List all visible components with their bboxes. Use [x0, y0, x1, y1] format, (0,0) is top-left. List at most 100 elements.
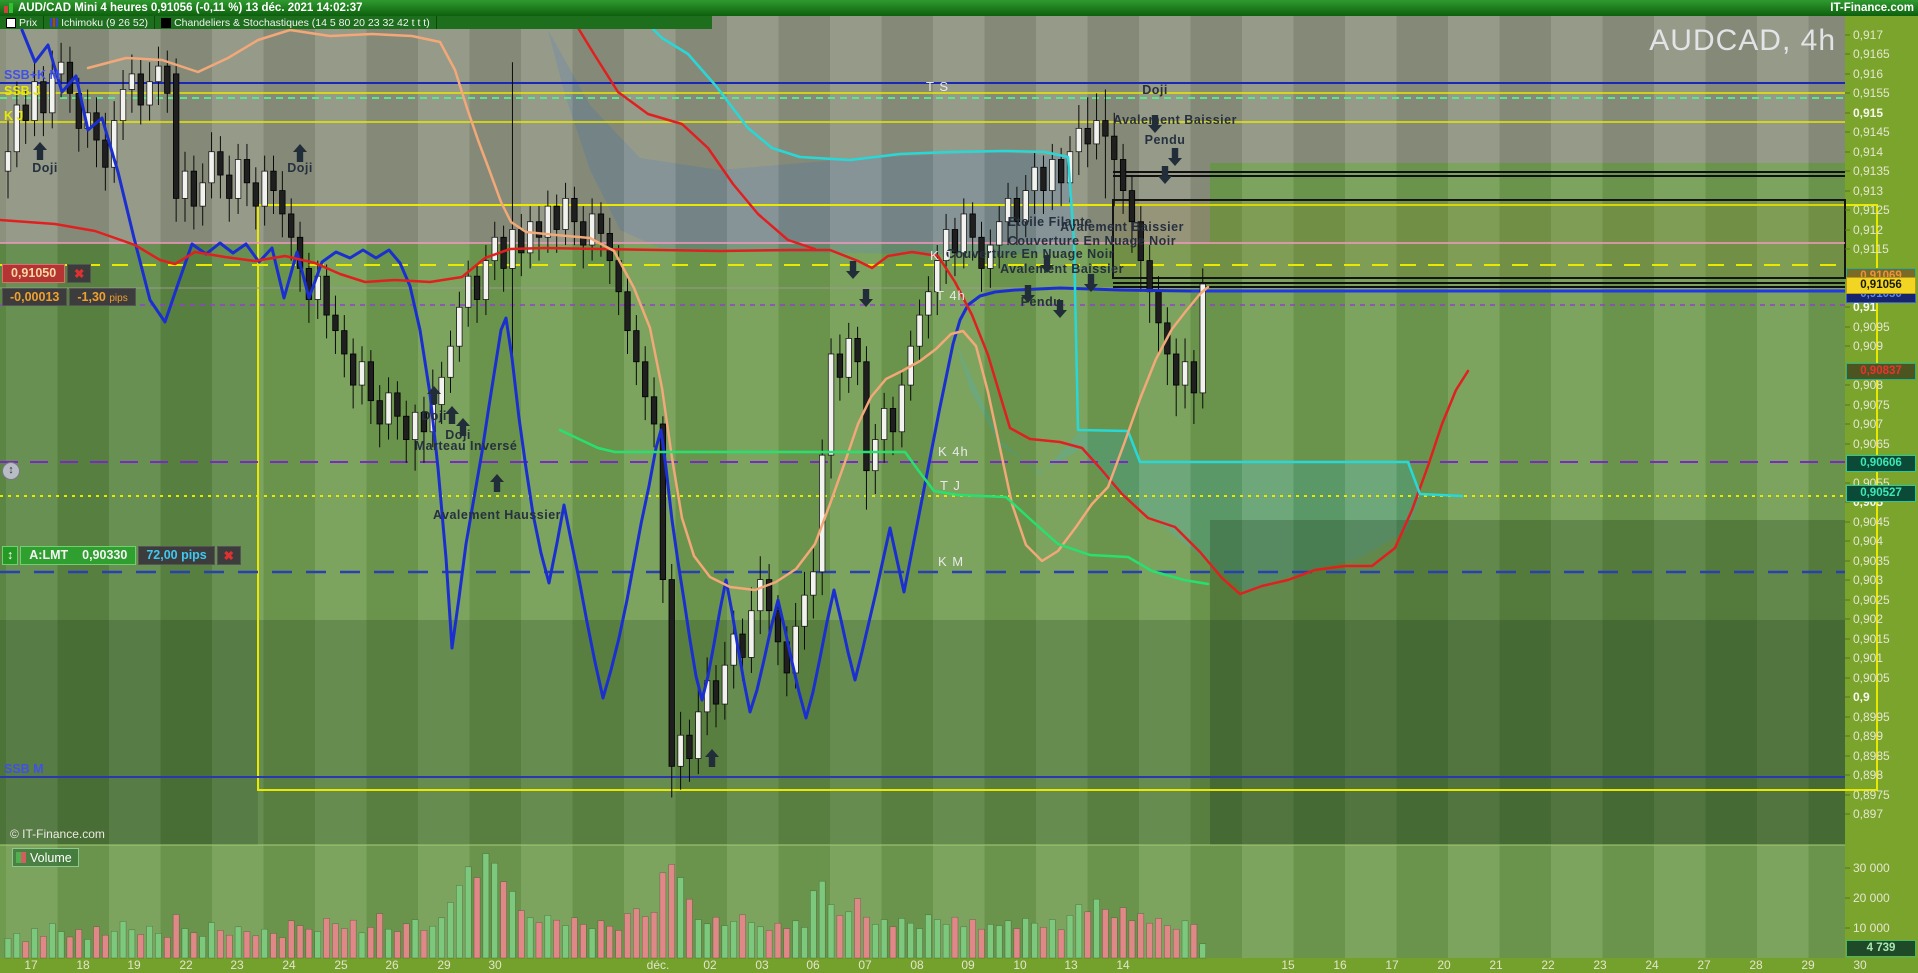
- svg-text:0,9115: 0,9115: [1853, 242, 1889, 256]
- svg-text:09: 09: [961, 958, 975, 972]
- price-change-row: -0,00013 -1,30 pips: [2, 288, 136, 306]
- legend-chandeliers-label: Chandeliers & Stochastiques (14 5 80 20 …: [174, 16, 430, 29]
- svg-text:K M: K M: [938, 554, 964, 569]
- axis-tag-4_739: 4 739: [1846, 940, 1916, 957]
- svg-text:Doji: Doji: [32, 161, 58, 175]
- svg-text:29: 29: [1801, 958, 1815, 972]
- axis-tag-0_91056: 0,91056: [1846, 277, 1916, 294]
- svg-text:22: 22: [1541, 958, 1555, 972]
- svg-text:SSB+K M: SSB+K M: [4, 68, 60, 82]
- order-tag[interactable]: ↕ A:LMT 0,90330 72,00 pips ✖: [2, 546, 241, 565]
- order-drag-icon[interactable]: ↕: [2, 546, 19, 565]
- svg-text:0,909: 0,909: [1853, 339, 1883, 353]
- alert-price-value[interactable]: 0,91050: [2, 264, 66, 283]
- order-pips: 72,00 pips: [138, 546, 215, 565]
- change-pips: -1,30 pips: [69, 288, 136, 306]
- legend-item-chandeliers[interactable]: Chandeliers & Stochastiques (14 5 80 20 …: [155, 16, 437, 29]
- svg-text:24: 24: [1645, 958, 1659, 972]
- svg-text:SSB J: SSB J: [4, 84, 40, 98]
- volume-bars: [4, 853, 1206, 959]
- svg-text:0,9145: 0,9145: [1853, 125, 1890, 139]
- svg-text:15: 15: [1281, 958, 1295, 972]
- svg-text:Marteau Inversé: Marteau Inversé: [415, 439, 518, 453]
- line-tenkan-orange: [86, 28, 1210, 592]
- svg-text:14: 14: [1116, 958, 1130, 972]
- svg-text:K 4h: K 4h: [938, 444, 969, 459]
- order-label: A:LMT: [29, 548, 69, 562]
- price-swatch-icon: [6, 17, 16, 28]
- svg-text:10 000: 10 000: [1853, 921, 1890, 935]
- svg-text:21: 21: [1489, 958, 1503, 972]
- svg-text:Couverture En Nuage Noir: Couverture En Nuage Noir: [946, 247, 1114, 261]
- svg-text:0,914: 0,914: [1853, 145, 1883, 159]
- candlestick-icon: [4, 3, 13, 13]
- svg-text:0,8975: 0,8975: [1853, 788, 1890, 802]
- svg-text:0,9075: 0,9075: [1853, 398, 1890, 412]
- drawing-box-1: [1112, 199, 1846, 279]
- axis-tag-0_90837: 0,90837: [1846, 363, 1916, 380]
- legend-item-prix[interactable]: Prix: [0, 16, 45, 29]
- change-value: -0,00013: [2, 288, 68, 306]
- svg-text:26: 26: [385, 958, 399, 972]
- svg-text:0,9165: 0,9165: [1853, 47, 1890, 61]
- alert-close-button[interactable]: ✖: [67, 264, 92, 283]
- svg-text:27: 27: [1697, 958, 1711, 972]
- svg-text:0,901: 0,901: [1853, 651, 1883, 665]
- svg-text:0,912: 0,912: [1853, 223, 1883, 237]
- svg-text:29: 29: [437, 958, 451, 972]
- cloud-0: [0, 16, 1845, 243]
- title-bar: AUD/CAD Mini 4 heures 0,91056 (-0,11 %) …: [0, 0, 1918, 16]
- svg-text:T S: T S: [926, 79, 949, 94]
- line-ssa-descente: [570, 16, 817, 251]
- svg-text:0,917: 0,917: [1853, 28, 1883, 42]
- price-alert-tag[interactable]: 0,91050 ✖: [2, 264, 92, 283]
- svg-text:SSB M: SSB M: [4, 762, 44, 776]
- svg-text:Avalement Baissier: Avalement Baissier: [1060, 220, 1184, 234]
- svg-text:0,915: 0,915: [1853, 106, 1883, 120]
- svg-text:20 000: 20 000: [1853, 891, 1890, 905]
- pattern-annotations: Doji Doji Doji Doji Marteau Inversé Avalement…: [32, 83, 1237, 767]
- window-title: AUD/CAD Mini 4 heures 0,91056 (-0,11 %) …: [18, 2, 363, 14]
- svg-text:Avalement Haussier: Avalement Haussier: [433, 508, 561, 522]
- legend-ichimoku-label: Ichimoku (9 26 52): [61, 16, 149, 29]
- svg-text:0,902: 0,902: [1853, 612, 1883, 626]
- order-close-button[interactable]: ✖: [216, 546, 241, 565]
- svg-text:22: 22: [179, 958, 193, 972]
- cloud-2: [955, 340, 1422, 592]
- line-ssa-cyan: [638, 14, 1464, 498]
- svg-text:0,907: 0,907: [1853, 417, 1883, 431]
- svg-text:16: 16: [1333, 958, 1347, 972]
- legend-bar: Prix Ichimoku (9 26 52) Chandeliers & St…: [0, 16, 712, 29]
- level-drag-handle-icon[interactable]: ↕: [2, 462, 20, 480]
- line-kijun-hebdo: [20, 28, 1192, 720]
- volume-legend[interactable]: Volume: [12, 848, 79, 867]
- svg-text:0,913: 0,913: [1853, 184, 1883, 198]
- svg-text:20: 20: [1437, 958, 1451, 972]
- svg-text:Pendu: Pendu: [1145, 133, 1186, 147]
- svg-text:17: 17: [24, 958, 38, 972]
- svg-text:23: 23: [1593, 958, 1607, 972]
- svg-text:0,904: 0,904: [1853, 534, 1883, 548]
- svg-text:0,903: 0,903: [1853, 573, 1883, 587]
- svg-text:0,9135: 0,9135: [1853, 164, 1890, 178]
- svg-text:Doji: Doji: [1142, 83, 1168, 97]
- svg-text:Avalement Baissier: Avalement Baissier: [1113, 113, 1237, 127]
- svg-text:0,9005: 0,9005: [1853, 671, 1890, 685]
- svg-text:10: 10: [1013, 958, 1027, 972]
- order-main[interactable]: A:LMT 0,90330: [20, 546, 137, 565]
- svg-text:K J: K J: [4, 109, 24, 123]
- brand-link[interactable]: IT-Finance.com: [1830, 2, 1914, 14]
- line-kijun-vert: [558, 428, 1210, 586]
- copyright: © IT-Finance.com: [10, 827, 105, 841]
- svg-text:0,9045: 0,9045: [1853, 515, 1890, 529]
- svg-text:Couverture En Nuage Noir: Couverture En Nuage Noir: [1008, 234, 1176, 248]
- legend-item-ichimoku[interactable]: Ichimoku (9 26 52): [44, 16, 156, 29]
- svg-text:0,916: 0,916: [1853, 67, 1883, 81]
- svg-text:06: 06: [806, 958, 820, 972]
- legend-prix-label: Prix: [19, 16, 38, 29]
- svg-text:Doji: Doji: [287, 161, 313, 175]
- svg-text:0,9: 0,9: [1853, 690, 1870, 704]
- svg-text:28: 28: [1749, 958, 1763, 972]
